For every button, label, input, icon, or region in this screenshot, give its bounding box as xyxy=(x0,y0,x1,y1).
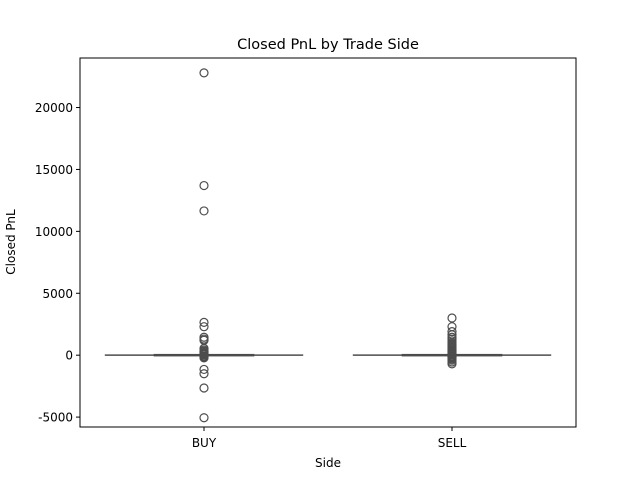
x-axis: BUY SELL xyxy=(192,427,467,450)
box-buy xyxy=(104,68,304,423)
y-tick-label: 5000 xyxy=(42,287,73,301)
y-tick-label: 0 xyxy=(65,349,73,363)
box-sell xyxy=(352,313,552,369)
y-tick-label: 10000 xyxy=(35,225,73,239)
chart-title: Closed PnL by Trade Side xyxy=(237,37,419,53)
y-axis: -5000 0 5000 10000 15000 20000 xyxy=(35,101,80,425)
y-tick-label: -5000 xyxy=(38,411,73,425)
axes-frame xyxy=(79,57,577,428)
outlier-point xyxy=(199,383,209,393)
outlier-point xyxy=(447,359,457,369)
plot-area xyxy=(104,68,552,423)
outlier-point xyxy=(199,317,209,327)
outlier-point xyxy=(199,180,209,191)
x-tick-label: BUY xyxy=(192,436,217,450)
outlier-point xyxy=(199,353,209,363)
outlier-point xyxy=(199,206,209,216)
y-tick-label: 20000 xyxy=(35,101,73,115)
outlier-point xyxy=(199,413,209,423)
y-axis-label: Closed PnL xyxy=(4,209,18,275)
outlier-point xyxy=(199,322,209,332)
x-tick-label: SELL xyxy=(438,436,467,450)
outlier-point xyxy=(199,364,209,375)
x-axis-label: Side xyxy=(315,456,341,470)
outlier-point xyxy=(199,369,209,379)
y-tick-label: 15000 xyxy=(35,163,73,177)
outlier-point xyxy=(447,313,457,323)
outlier-point xyxy=(199,68,209,78)
